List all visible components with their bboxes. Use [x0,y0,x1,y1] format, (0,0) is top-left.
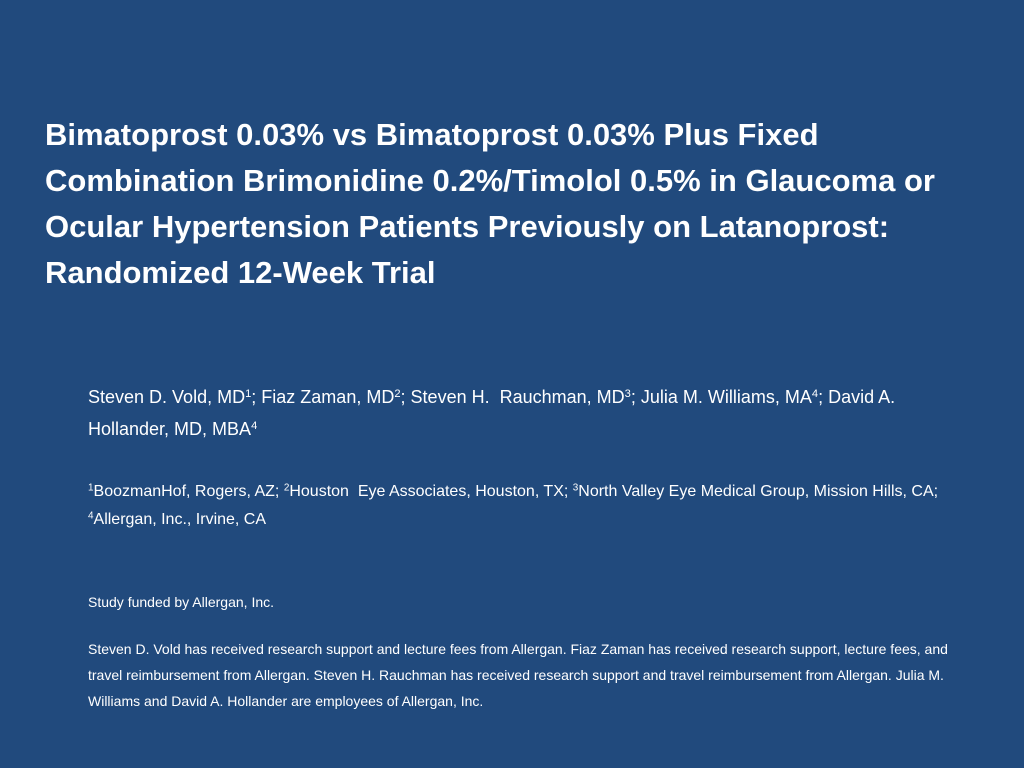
disclosure: Steven D. Vold has received research sup… [88,641,952,709]
affiliation: BoozmanHof, Rogers, AZ; [93,483,284,500]
author-affiliation-mark: 1 [245,387,252,400]
author-affiliation-mark: 2 [394,387,401,400]
author: ; Steven H. Rauchman, MD [400,387,625,407]
funding: Study funded by Allergan, Inc. [88,594,275,610]
title: Bimatoprost 0.03% vs Bimatoprost 0.03% P… [45,117,935,290]
affiliation: North Valley Eye Medical Group, Mission … [578,483,947,500]
affiliation: Allergan, Inc., Irvine, CA [93,511,267,528]
author: ; Fiaz Zaman, MD [251,387,395,407]
affiliation-mark: 3 [572,482,579,494]
author: ; David A. Hollander, MD, MBA [88,387,901,439]
author-affiliation-mark: 3 [624,387,631,400]
affiliation-mark: 2 [283,482,290,494]
author: ; Julia M. Williams, MA [630,387,812,407]
authors: Steven D. Vold, MD1; Fiaz Zaman, MD2; St… [88,381,978,445]
affiliations: 1BoozmanHof, Rogers, AZ; 2Houston Eye As… [88,478,978,534]
author-affiliation-mark: 4 [811,387,819,400]
affiliation-mark: 1 [88,482,94,494]
affiliation-mark: 4 [88,510,94,522]
author-affiliation-mark: 4 [251,419,258,432]
affiliation: Houston Eye Associates, Houston, TX; [289,483,573,500]
author: Steven D. Vold, MD [88,387,246,407]
